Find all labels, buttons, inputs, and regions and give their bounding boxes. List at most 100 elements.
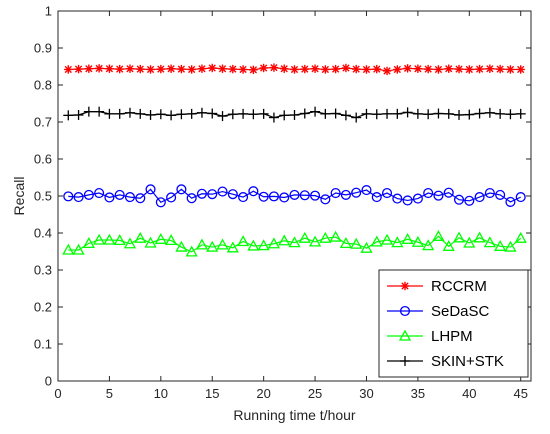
data-point-lhpm xyxy=(319,231,332,243)
series-rccrm xyxy=(64,63,525,76)
legend-item-skin-stk[interactable]: SKIN+STK xyxy=(387,353,504,370)
data-point-sedasc xyxy=(515,192,526,203)
data-point-lhpm xyxy=(206,240,219,252)
data-point-sedasc xyxy=(279,192,290,203)
data-point-rccrm xyxy=(105,64,114,73)
data-point-lhpm xyxy=(257,239,270,251)
data-point-sedasc xyxy=(392,193,403,204)
x-tick-label: 45 xyxy=(513,386,527,401)
data-point-lhpm xyxy=(278,234,291,246)
data-point-sedasc xyxy=(484,187,495,199)
data-point-skin-stk xyxy=(124,107,135,118)
data-point-skin-stk xyxy=(227,109,238,120)
data-point-skin-stk xyxy=(412,108,423,119)
data-point-skin-stk xyxy=(114,108,125,119)
series-sedasc xyxy=(63,184,526,208)
legend-label: SKIN+STK xyxy=(431,353,504,370)
data-point-lhpm xyxy=(216,238,229,250)
data-point-sedasc xyxy=(361,185,372,196)
data-point-lhpm xyxy=(473,231,486,243)
y-tick-label: 0.2 xyxy=(34,300,52,315)
data-point-lhpm xyxy=(483,236,496,248)
data-point-lhpm xyxy=(267,237,281,249)
data-point-skin-stk xyxy=(515,108,526,119)
y-tick-label: 0.9 xyxy=(34,41,52,56)
data-point-sedasc xyxy=(443,187,454,198)
data-point-sedasc xyxy=(258,191,269,202)
data-point-lhpm xyxy=(370,235,383,247)
y-tick-label: 0.4 xyxy=(34,226,52,241)
legend-marker-skin-stk xyxy=(400,356,410,366)
data-point-lhpm xyxy=(175,240,188,252)
data-point-sedasc xyxy=(104,192,115,203)
data-point-sedasc xyxy=(155,197,166,208)
x-tick-label: 15 xyxy=(205,386,219,401)
data-point-skin-stk xyxy=(361,108,372,119)
legend-marker-rccrm xyxy=(400,281,410,291)
data-point-lhpm xyxy=(72,243,85,255)
data-point-rccrm xyxy=(403,64,412,73)
legend-item-rccrm[interactable]: RCCRM xyxy=(387,278,487,295)
x-axis-ticks: 0 5 10 15 20 25 30 35 40 45 xyxy=(54,11,528,401)
data-point-lhpm xyxy=(185,245,198,257)
data-point-sedasc xyxy=(238,192,249,203)
series-skin-stk xyxy=(63,106,526,123)
x-tick-label: 40 xyxy=(462,386,476,401)
data-point-sedasc xyxy=(73,192,84,203)
data-point-sedasc xyxy=(217,186,228,197)
data-point-skin-stk xyxy=(320,108,331,119)
data-point-rccrm xyxy=(136,64,145,74)
data-point-skin-stk xyxy=(166,110,177,121)
data-point-lhpm xyxy=(350,237,363,249)
data-point-lhpm xyxy=(504,240,517,252)
x-tick-label: 5 xyxy=(106,386,113,401)
data-point-rccrm xyxy=(146,65,155,74)
data-point-sedasc xyxy=(114,189,125,200)
data-point-skin-stk xyxy=(186,108,197,119)
legend-item-lhpm[interactable]: LHPM xyxy=(387,328,473,345)
data-point-skin-stk xyxy=(299,108,310,119)
legend[interactable]: RCCRM SeDaSC LHPM SKIN+STK xyxy=(378,269,529,378)
data-point-rccrm xyxy=(228,64,238,74)
data-point-lhpm xyxy=(391,236,404,248)
y-axis-ticks: 0 0.1 0.2 0.3 0.4 0.5 0.6 0.7 0.8 0.9 1 xyxy=(34,4,531,389)
data-point-skin-stk xyxy=(505,109,516,120)
legend-item-sedasc[interactable]: SeDaSC xyxy=(387,303,490,320)
data-point-sedasc xyxy=(412,193,423,204)
data-point-skin-stk xyxy=(207,108,218,119)
data-point-skin-stk xyxy=(196,107,207,118)
y-tick-label: 0.7 xyxy=(34,115,52,130)
y-tick-label: 0.1 xyxy=(34,337,52,352)
data-point-skin-stk xyxy=(392,108,403,119)
x-tick-label: 20 xyxy=(256,386,270,401)
data-point-rccrm xyxy=(208,63,217,73)
data-point-lhpm xyxy=(411,235,424,247)
data-point-rccrm xyxy=(454,64,464,74)
data-point-lhpm xyxy=(380,233,394,245)
data-point-sedasc xyxy=(310,190,321,201)
data-point-skin-stk xyxy=(279,110,290,121)
data-point-skin-stk xyxy=(484,107,495,118)
data-point-sedasc xyxy=(351,187,362,198)
data-point-sedasc xyxy=(464,195,475,206)
data-point-sedasc xyxy=(505,196,516,207)
data-point-sedasc xyxy=(166,192,177,203)
data-point-skin-stk xyxy=(73,109,84,120)
data-point-rccrm xyxy=(218,64,227,73)
data-point-rccrm xyxy=(187,65,196,74)
y-axis-label: Recall xyxy=(11,177,27,216)
data-point-rccrm xyxy=(506,65,515,74)
data-point-rccrm xyxy=(341,63,351,73)
data-point-sedasc xyxy=(63,191,74,202)
data-point-rccrm xyxy=(362,65,371,74)
data-point-rccrm xyxy=(413,64,423,73)
data-point-lhpm xyxy=(288,236,301,248)
data-point-lhpm xyxy=(154,232,167,244)
data-point-lhpm xyxy=(298,231,311,243)
y-tick-label: 1 xyxy=(45,4,52,19)
data-point-rccrm xyxy=(84,64,94,73)
x-tick-label: 35 xyxy=(411,386,425,401)
data-point-skin-stk xyxy=(268,112,279,123)
legend-marker-lhpm xyxy=(398,329,412,341)
